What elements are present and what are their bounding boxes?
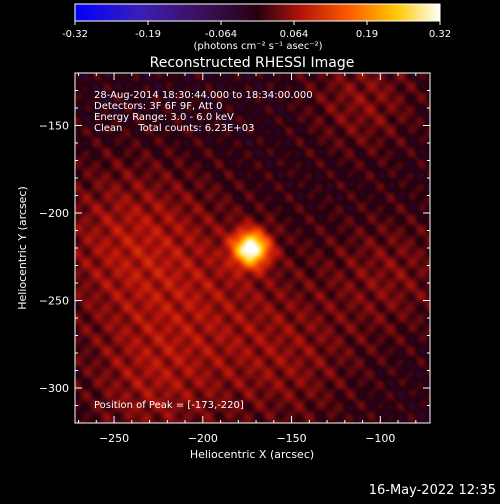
y-tick-label: −300 xyxy=(39,382,69,395)
colorbar-unit-label: (photons cm⁻² s⁻¹ asec⁻²) xyxy=(193,41,322,52)
y-tick-label: −150 xyxy=(39,120,69,133)
y-tick-label: −250 xyxy=(39,295,69,308)
colorbar-tick-label: 0.32 xyxy=(429,29,451,40)
timestamp: 16-May-2022 12:35 xyxy=(369,483,496,498)
colorbar xyxy=(74,3,441,22)
y-tick-label: −200 xyxy=(39,207,69,220)
info-line: Energy Range: 3.0 - 6.0 keV xyxy=(94,112,234,123)
info-line: Clean Total counts: 6.23E+03 xyxy=(94,123,254,134)
colorbar-tick-label: -0.19 xyxy=(135,29,161,40)
y-axis-label: Heliocentric Y (arcsec) xyxy=(16,186,29,310)
colorbar-tick-label: 0.19 xyxy=(356,29,378,40)
x-tick-label: −100 xyxy=(365,432,395,445)
colorbar-ticks: -0.32 -0.19 -0.064 0.064 0.19 0.32 xyxy=(62,21,451,40)
x-axis-label: Heliocentric X (arcsec) xyxy=(190,448,314,461)
colorbar-tick-label: -0.064 xyxy=(205,29,237,40)
axes: −250 −200 −150 −100 −150 −200 −250 −300 xyxy=(39,73,430,445)
x-tick-label: −250 xyxy=(99,432,129,445)
info-line: 28-Aug-2014 18:30:44.000 to 18:34:00.000 xyxy=(94,90,313,101)
x-tick-label: −200 xyxy=(188,432,218,445)
colorbar-tick-label: 0.064 xyxy=(280,29,309,40)
plot-title: Reconstructed RHESSI Image xyxy=(150,55,355,71)
info-line: Detectors: 3F 6F 9F, Att 0 xyxy=(94,101,222,112)
heatmap-image xyxy=(75,73,430,423)
info-block: 28-Aug-2014 18:30:44.000 to 18:34:00.000… xyxy=(94,90,313,134)
colorbar-tick-label: -0.32 xyxy=(62,29,88,40)
peak-position-label: Position of Peak = [-173,-220] xyxy=(94,400,244,411)
x-tick-label: −150 xyxy=(276,432,306,445)
